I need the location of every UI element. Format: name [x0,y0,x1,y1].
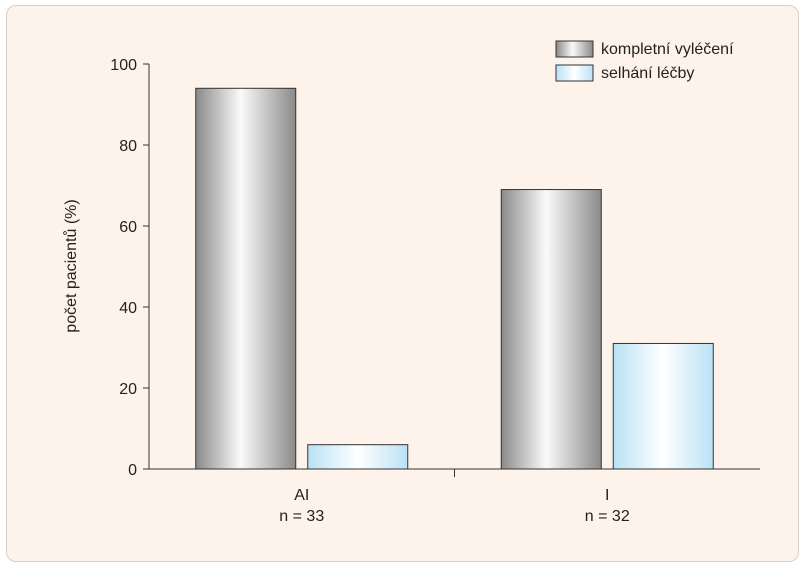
y-tick-label: 20 [119,381,137,398]
y-tick-label: 40 [119,300,137,317]
x-category-label: AI [294,487,309,504]
y-tick-label: 80 [119,138,137,155]
y-axis-ticks: 0 20 40 60 80 100 [110,57,149,479]
bars [195,87,714,470]
y-axis-title: počet pacientů (%) [62,199,80,332]
x-category-label: I [605,487,609,504]
legend-label-series-1: selhání léčby [601,65,694,82]
x-category-sublabel: n = 32 [585,508,630,525]
bar-series-0-1 [500,189,602,470]
bar-series-0-0 [195,87,297,470]
bar-series-1-0 [307,444,409,470]
x-axis-labels: AI n = 33 In = 32 [279,469,630,525]
bar-series-1-1 [612,342,714,470]
legend-swatch-series-1 [555,64,594,82]
legend-swatch-series-0 [555,40,594,58]
y-tick-label: 60 [119,219,137,236]
y-tick-label: 0 [128,462,137,479]
x-category-sublabel: n = 33 [279,508,324,525]
legend: kompletní vyléčení selhání léčby [555,40,734,82]
legend-label-series-0: kompletní vyléčení [601,41,734,58]
y-tick-label: 100 [110,57,137,74]
